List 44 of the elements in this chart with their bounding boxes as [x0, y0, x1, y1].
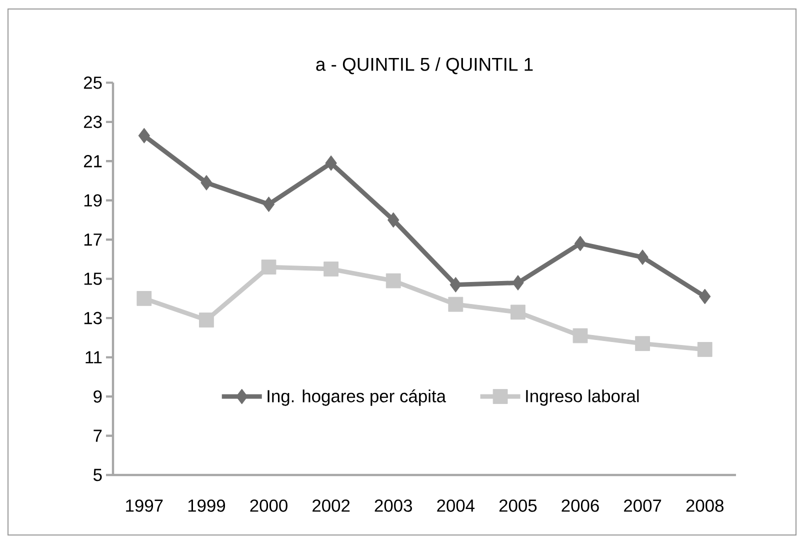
chart-title: a - QUINTIL 5 / QUINTIL 1	[316, 57, 533, 74]
point	[448, 296, 464, 312]
y-tick-label: 17	[84, 234, 102, 246]
point	[450, 276, 462, 292]
y-tick-label: 13	[84, 312, 102, 324]
y-tick-label: 7	[94, 430, 102, 442]
point	[136, 291, 152, 306]
y-tick-label: 25	[84, 76, 102, 89]
point	[697, 342, 712, 357]
y-tick-label: 23	[84, 116, 102, 128]
x-tick-label: 2006	[562, 500, 599, 512]
x-tick-label: 2002	[312, 500, 350, 512]
point	[636, 250, 648, 266]
point	[510, 304, 526, 320]
point	[512, 275, 524, 291]
point	[325, 155, 337, 171]
point	[324, 262, 339, 276]
y-tick-label: 5	[93, 468, 102, 482]
y-tick-label: 11	[86, 351, 102, 364]
point	[262, 196, 275, 212]
point	[199, 312, 214, 328]
point	[138, 128, 150, 144]
x-tick-label: 2004	[437, 500, 475, 512]
y-tick-label: 19	[84, 194, 102, 207]
legend-label: Ing. hogares per cápita	[268, 389, 446, 406]
point	[698, 288, 711, 304]
legend-label: Ingreso laboral	[526, 389, 639, 406]
point	[572, 328, 588, 344]
y-tick-label: 15	[84, 272, 102, 285]
x-tick-label: 2000	[250, 500, 288, 512]
x-tick-label: 1999	[188, 500, 226, 512]
point	[387, 212, 400, 228]
x-tick-label: 2003	[374, 500, 412, 512]
y-tick-label: 21	[84, 155, 102, 168]
point	[635, 336, 650, 352]
x-tick-label: 1997	[126, 500, 163, 512]
x-tick-label: 2007	[624, 500, 662, 512]
x-tick-label: 2005	[499, 500, 537, 512]
y-tick-label: 9	[94, 390, 102, 403]
point	[261, 260, 276, 275]
point	[386, 273, 401, 288]
point	[200, 174, 212, 190]
x-tick-label: 2008	[686, 500, 724, 512]
point	[574, 236, 586, 252]
